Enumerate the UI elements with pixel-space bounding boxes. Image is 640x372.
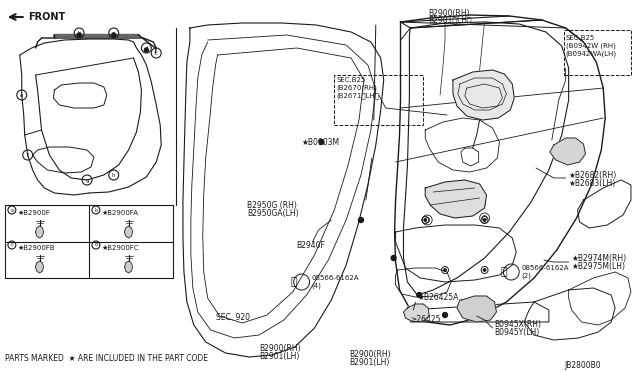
Circle shape [112, 33, 116, 37]
Text: 08566-6162A: 08566-6162A [521, 265, 569, 271]
Text: JB2800B0: JB2800B0 [564, 360, 601, 369]
Text: SEC.B25: SEC.B25 [336, 77, 365, 83]
Text: ★B2682(RH): ★B2682(RH) [569, 170, 617, 180]
Text: ≥26425: ≥26425 [410, 315, 441, 324]
Circle shape [77, 33, 81, 37]
Text: B2901〈LH〉: B2901〈LH〉 [428, 16, 472, 25]
Text: Ⓑ: Ⓑ [500, 267, 507, 277]
Polygon shape [425, 180, 486, 218]
Circle shape [391, 256, 396, 260]
Circle shape [145, 48, 148, 52]
Circle shape [444, 269, 446, 271]
Polygon shape [457, 296, 497, 322]
Text: d: d [94, 243, 97, 247]
Text: (4): (4) [312, 283, 321, 289]
Text: (B2670(RH): (B2670(RH) [336, 85, 377, 91]
Text: c: c [155, 51, 157, 55]
Text: (B0942WA(LH): (B0942WA(LH) [566, 51, 617, 57]
Text: b: b [94, 208, 97, 212]
Text: b: b [77, 31, 81, 35]
Text: B2950G (RH): B2950G (RH) [247, 201, 297, 209]
Text: ★B2974M(RH): ★B2974M(RH) [572, 253, 627, 263]
Text: f: f [27, 153, 29, 157]
Text: a: a [112, 31, 115, 35]
Text: (2): (2) [521, 273, 531, 279]
Text: a: a [10, 208, 13, 212]
Text: ★B2900FB: ★B2900FB [18, 245, 56, 251]
Text: B2900(RH): B2900(RH) [259, 343, 301, 353]
Text: ★B2900FA: ★B2900FA [102, 210, 139, 216]
Text: c: c [10, 243, 13, 247]
Text: B2940F: B2940F [297, 241, 326, 250]
Text: ★B2975M(LH): ★B2975M(LH) [572, 262, 626, 270]
Text: FRONT: FRONT [28, 12, 65, 22]
Text: ★B26425A: ★B26425A [417, 292, 459, 301]
Circle shape [442, 312, 447, 317]
Text: B2900(RH): B2900(RH) [349, 350, 391, 359]
Circle shape [417, 292, 422, 298]
Text: B2901(LH): B2901(LH) [259, 352, 300, 360]
Text: ★B2900F: ★B2900F [18, 210, 51, 216]
Bar [334, 75, 423, 125]
Text: ★B2683(LH): ★B2683(LH) [569, 179, 616, 187]
Text: SEC. 920: SEC. 920 [216, 314, 250, 323]
Text: PARTS MARKED  ★ ARE INCLUDED IN THE PART CODE: PARTS MARKED ★ ARE INCLUDED IN THE PART … [5, 353, 208, 362]
Polygon shape [125, 261, 132, 273]
Text: B0945X(RH): B0945X(RH) [495, 321, 541, 330]
Text: B0945Y(LH): B0945Y(LH) [495, 328, 540, 337]
Polygon shape [36, 226, 44, 238]
Text: e: e [20, 93, 24, 97]
Circle shape [319, 140, 324, 144]
Text: ★B0903M: ★B0903M [301, 138, 340, 147]
Text: 08566-6162A: 08566-6162A [312, 275, 359, 281]
Polygon shape [36, 261, 44, 273]
Circle shape [358, 218, 364, 222]
Polygon shape [453, 70, 515, 120]
Polygon shape [125, 226, 132, 238]
Polygon shape [403, 304, 429, 322]
Text: (B2671〈LH〉: (B2671〈LH〉 [336, 93, 380, 99]
Text: g: g [85, 177, 89, 183]
Text: B2900(RH): B2900(RH) [428, 9, 470, 17]
Text: h: h [112, 173, 115, 177]
Text: ★B2900FC: ★B2900FC [102, 245, 140, 251]
Text: (B0942W (RH): (B0942W (RH) [566, 43, 616, 49]
Text: Ⓑ: Ⓑ [291, 277, 297, 287]
Text: d: d [145, 45, 148, 51]
Circle shape [424, 219, 426, 221]
Text: B2901(LH): B2901(LH) [349, 357, 390, 366]
Polygon shape [550, 138, 586, 165]
Text: SEC.B25: SEC.B25 [566, 35, 595, 41]
Circle shape [483, 269, 486, 271]
Text: B2950GA(LH): B2950GA(LH) [247, 208, 299, 218]
Bar [564, 30, 631, 75]
Circle shape [483, 219, 486, 221]
